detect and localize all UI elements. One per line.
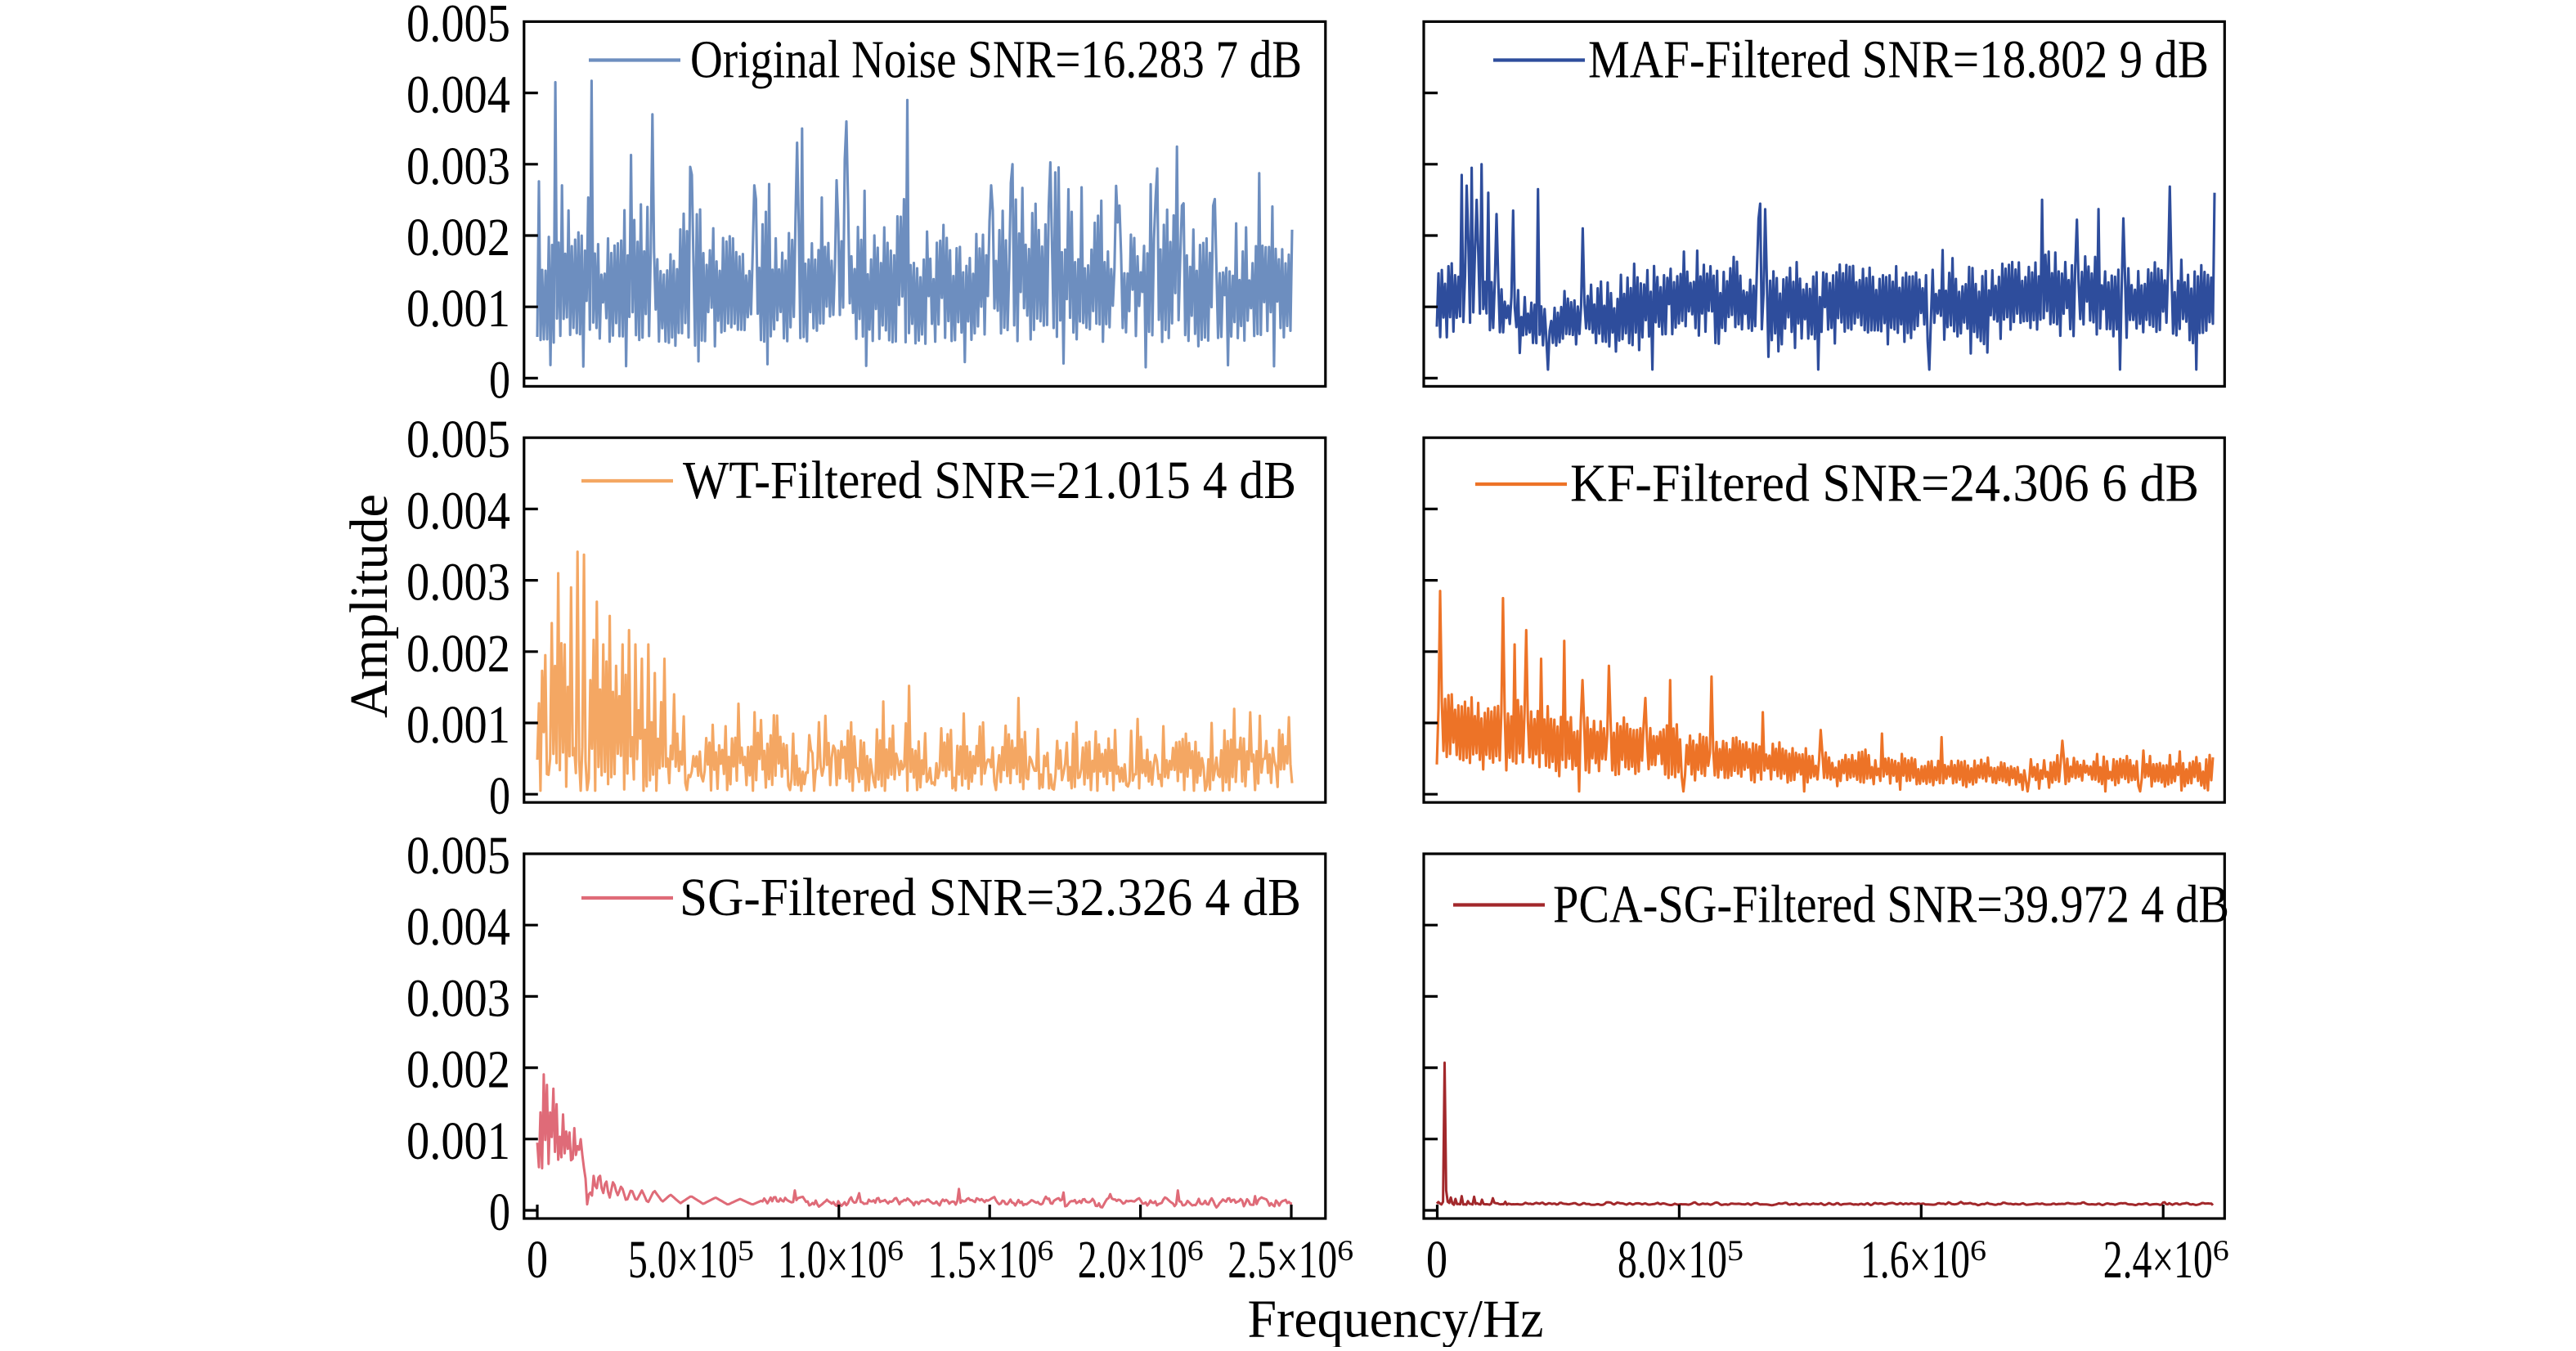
svg-text:6: 6 bbox=[1337, 1234, 1353, 1267]
svg-text:2.0×10: 2.0×10 bbox=[1078, 1230, 1187, 1290]
svg-text:MAF-Filtered SNR=18.802 9 dB: MAF-Filtered SNR=18.802 9 dB bbox=[1588, 30, 2209, 90]
svg-text:2.5×10: 2.5×10 bbox=[1227, 1230, 1337, 1290]
svg-text:1.6×10: 1.6×10 bbox=[1860, 1230, 1970, 1290]
svg-text:5: 5 bbox=[1727, 1234, 1744, 1267]
svg-text:0: 0 bbox=[527, 1230, 548, 1290]
svg-text:0.003: 0.003 bbox=[406, 137, 510, 196]
svg-text:1.0×10: 1.0×10 bbox=[778, 1230, 887, 1290]
svg-text:0.005: 0.005 bbox=[406, 0, 510, 53]
svg-text:6: 6 bbox=[1187, 1234, 1204, 1267]
svg-text:6: 6 bbox=[1037, 1234, 1053, 1267]
svg-text:0: 0 bbox=[489, 766, 510, 826]
svg-text:6: 6 bbox=[2213, 1234, 2229, 1267]
svg-text:Amplitude: Amplitude bbox=[339, 494, 399, 718]
svg-text:8.0×10: 8.0×10 bbox=[1618, 1230, 1727, 1290]
svg-text:0.005: 0.005 bbox=[406, 410, 510, 469]
svg-text:Original Noise SNR=16.283 7 dB: Original Noise SNR=16.283 7 dB bbox=[690, 30, 1302, 90]
svg-text:SG-Filtered SNR=32.326 4 dB: SG-Filtered SNR=32.326 4 dB bbox=[680, 868, 1301, 927]
svg-text:0.001: 0.001 bbox=[406, 695, 510, 755]
svg-text:WT-Filtered SNR=21.015 4 dB: WT-Filtered SNR=21.015 4 dB bbox=[683, 451, 1296, 510]
svg-text:0: 0 bbox=[489, 1183, 510, 1242]
svg-text:2.4×10: 2.4×10 bbox=[2103, 1230, 2213, 1290]
svg-text:Frequency/Hz: Frequency/Hz bbox=[1248, 1290, 1544, 1347]
svg-text:0.004: 0.004 bbox=[406, 65, 510, 125]
svg-text:0.002: 0.002 bbox=[406, 1040, 510, 1100]
svg-text:0.004: 0.004 bbox=[406, 897, 510, 957]
svg-text:0.003: 0.003 bbox=[406, 553, 510, 613]
svg-text:5: 5 bbox=[738, 1234, 754, 1267]
svg-text:0.005: 0.005 bbox=[406, 826, 510, 886]
svg-text:0.001: 0.001 bbox=[406, 1111, 510, 1171]
svg-text:0.003: 0.003 bbox=[406, 968, 510, 1028]
svg-text:6: 6 bbox=[887, 1234, 904, 1267]
svg-text:0.002: 0.002 bbox=[406, 624, 510, 684]
svg-text:6: 6 bbox=[1970, 1234, 1986, 1267]
svg-text:0.004: 0.004 bbox=[406, 481, 510, 541]
svg-text:0.001: 0.001 bbox=[406, 279, 510, 339]
svg-text:0: 0 bbox=[489, 350, 510, 410]
svg-text:0: 0 bbox=[1426, 1230, 1447, 1290]
svg-text:0.002: 0.002 bbox=[406, 208, 510, 267]
svg-text:1.5×10: 1.5×10 bbox=[927, 1230, 1037, 1290]
svg-text:KF-Filtered SNR=24.306 6 dB: KF-Filtered SNR=24.306 6 dB bbox=[1570, 454, 2199, 514]
svg-text:PCA-SG-Filtered SNR=39.972 4 d: PCA-SG-Filtered SNR=39.972 4 dB bbox=[1553, 875, 2229, 935]
svg-text:5.0×10: 5.0×10 bbox=[628, 1230, 738, 1290]
